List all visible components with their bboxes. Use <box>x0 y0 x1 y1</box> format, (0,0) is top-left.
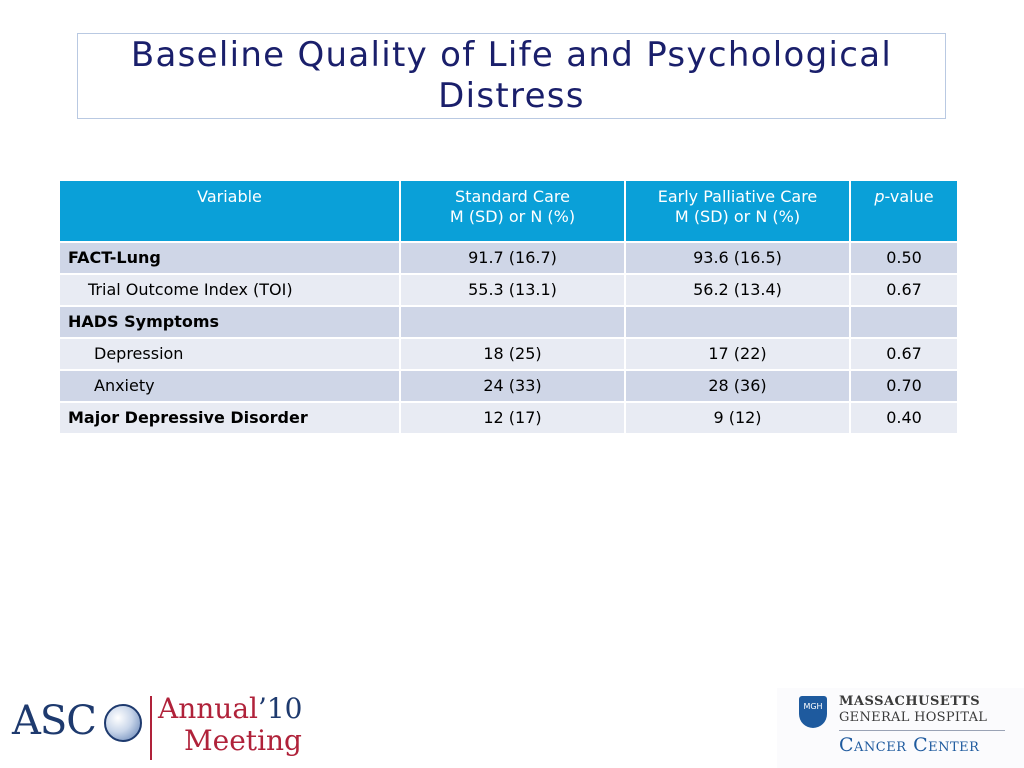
shield-text: MGH <box>803 702 823 711</box>
header-early-line2: M (SD) or N (%) <box>674 207 801 226</box>
p-value: 0.50 <box>849 241 959 275</box>
header-standard-line1: Standard Care <box>455 187 570 206</box>
p-value: 0.40 <box>849 401 959 435</box>
globe-icon <box>104 704 142 742</box>
row-label: Depression <box>58 337 401 371</box>
shield-icon: MGH <box>799 696 827 728</box>
table-header-row: Variable Standard Care M (SD) or N (%) E… <box>58 179 959 243</box>
row-label: Anxiety <box>58 369 401 403</box>
header-p-value: p-value <box>849 179 959 243</box>
table-row: Depression 18 (25) 17 (22) 0.67 <box>58 337 959 371</box>
header-variable: Variable <box>58 179 401 243</box>
header-standard-care: Standard Care M (SD) or N (%) <box>399 179 626 243</box>
asco-annual-meeting-logo: ASC Annual’10 Meeting <box>8 688 308 768</box>
p-value: 0.70 <box>849 369 959 403</box>
p-value <box>849 305 959 339</box>
early-palliative-value: 28 (36) <box>624 369 851 403</box>
standard-care-value <box>399 305 626 339</box>
mgh-name-line2: GENERAL HOSPITAL <box>839 710 988 725</box>
cancer-center-text: Cancer Center <box>839 734 980 756</box>
p-value: 0.67 <box>849 337 959 371</box>
early-palliative-value: 9 (12) <box>624 401 851 435</box>
standard-care-value: 91.7 (16.7) <box>399 241 626 275</box>
standard-care-value: 55.3 (13.1) <box>399 273 626 307</box>
early-palliative-value <box>624 305 851 339</box>
header-early-line1: Early Palliative Care <box>657 187 818 206</box>
baseline-table: Variable Standard Care M (SD) or N (%) E… <box>58 179 959 435</box>
asco-meeting-text: Meeting <box>184 724 302 757</box>
standard-care-value: 24 (33) <box>399 369 626 403</box>
mgh-cancer-center-logo: MGH MASSACHUSETTS GENERAL HOSPITAL Cance… <box>777 688 1024 768</box>
early-palliative-value: 17 (22) <box>624 337 851 371</box>
header-p-italic: p <box>874 187 885 206</box>
row-label: Trial Outcome Index (TOI) <box>58 273 401 307</box>
standard-care-value: 18 (25) <box>399 337 626 371</box>
table-row: FACT-Lung 91.7 (16.7) 93.6 (16.5) 0.50 <box>58 241 959 275</box>
row-label: FACT-Lung <box>58 241 401 275</box>
asco-wordmark: ASC <box>12 698 97 744</box>
header-early-palliative-care: Early Palliative Care M (SD) or N (%) <box>624 179 851 243</box>
header-standard-line2: M (SD) or N (%) <box>449 207 576 226</box>
row-label: HADS Symptoms <box>58 305 401 339</box>
title-box: Baseline Quality of Life and Psychologic… <box>77 33 946 119</box>
p-value: 0.67 <box>849 273 959 307</box>
table-row: Trial Outcome Index (TOI) 55.3 (13.1) 56… <box>58 273 959 307</box>
annual-word: Annual <box>158 692 258 725</box>
table-row: Major Depressive Disorder 12 (17) 9 (12)… <box>58 401 959 435</box>
table-row: HADS Symptoms <box>58 305 959 339</box>
logo-divider <box>150 696 152 760</box>
logo-rule <box>839 730 1005 731</box>
table-row: Anxiety 24 (33) 28 (36) 0.70 <box>58 369 959 403</box>
early-palliative-value: 93.6 (16.5) <box>624 241 851 275</box>
year-mark: ’10 <box>257 692 303 725</box>
slide-title: Baseline Quality of Life and Psychologic… <box>130 35 893 116</box>
header-p-suffix: -value <box>884 187 934 206</box>
standard-care-value: 12 (17) <box>399 401 626 435</box>
early-palliative-value: 56.2 (13.4) <box>624 273 851 307</box>
row-label: Major Depressive Disorder <box>58 401 401 435</box>
mgh-name-line1: MASSACHUSETTS <box>839 694 981 709</box>
asco-annual-text: Annual’10 <box>158 692 303 725</box>
header-variable-label: Variable <box>197 187 262 206</box>
